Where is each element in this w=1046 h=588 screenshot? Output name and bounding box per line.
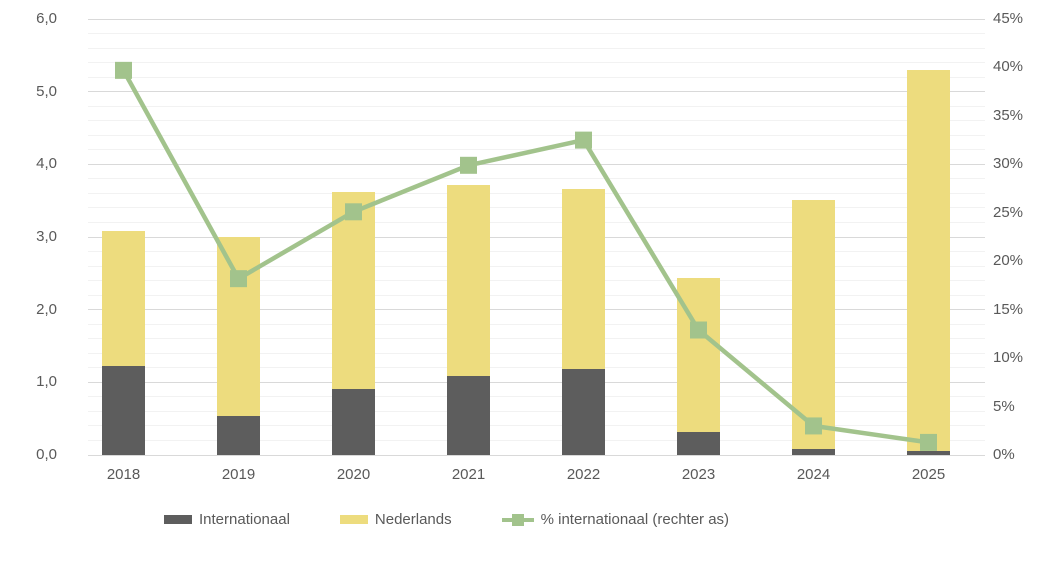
x-axis-label-2018: 2018 — [106, 466, 141, 483]
gridline-minor — [88, 62, 985, 64]
bar-internationaal-2018 — [102, 366, 145, 455]
gridline-major — [88, 163, 985, 165]
gridline-major — [88, 18, 985, 20]
legend-label-internationaal: Internationaal — [199, 511, 290, 528]
right-axis-tick: 0% — [993, 446, 1015, 463]
bar-nederlands-2022 — [562, 189, 605, 369]
right-axis-tick: 30% — [993, 155, 1024, 173]
x-axis-label-2020: 2020 — [336, 466, 371, 483]
gridline-minor — [88, 192, 985, 194]
bar-internationaal-2023 — [677, 431, 720, 455]
right-axis-tick: 35% — [993, 106, 1024, 124]
left-axis-tick: 5,0 — [36, 82, 57, 100]
x-axis-label-2022: 2022 — [566, 466, 601, 483]
bar-nederlands-2023 — [677, 277, 720, 432]
right-axis-tick: 40% — [993, 58, 1024, 76]
x-axis-label-2019: 2019 — [221, 466, 256, 483]
bar-internationaal-2025 — [907, 451, 950, 455]
left-axis-tick: 6,0 — [36, 10, 57, 27]
right-axis-tick: 15% — [993, 300, 1024, 318]
right-axis-tick: 45% — [993, 10, 1024, 27]
x-axis-label-2024: 2024 — [796, 466, 831, 483]
left-axis-tick: 1,0 — [36, 373, 57, 391]
gridline-major — [88, 454, 985, 456]
bar-nederlands-2025 — [907, 69, 950, 452]
bar-internationaal-2021 — [447, 375, 490, 455]
gridline-minor — [88, 134, 985, 136]
x-axis-label-2025: 2025 — [911, 466, 946, 483]
x-axis-label-2021: 2021 — [451, 466, 486, 483]
right-axis-tick: 25% — [993, 203, 1024, 221]
bar-internationaal-2024 — [792, 449, 835, 455]
x-axis-label-2023: 2023 — [681, 466, 716, 483]
legend-swatch-internationaal — [164, 515, 192, 524]
plot-area — [88, 18, 985, 456]
legend-label-nederlands: Nederlands — [374, 511, 452, 528]
bar-nederlands-2018 — [102, 231, 145, 367]
left-axis-tick: 2,0 — [36, 300, 57, 318]
right-axis-tick: 10% — [993, 349, 1024, 367]
bar-internationaal-2020 — [332, 388, 375, 455]
bar-nederlands-2021 — [447, 184, 490, 376]
gridline-minor — [88, 33, 985, 35]
right-axis-tick: 20% — [993, 252, 1024, 270]
gridline-minor — [88, 120, 985, 122]
legend-swatch-nederlands — [339, 515, 368, 524]
legend-item-pct-internationaal: % internationaal (rechter as) — [501, 511, 730, 528]
bar-internationaal-2022 — [562, 368, 605, 455]
bar-nederlands-2020 — [332, 191, 375, 389]
left-axis-tick: 4,0 — [36, 155, 57, 173]
bar-nederlands-2024 — [792, 199, 835, 450]
right-axis-tick: 5% — [993, 397, 1015, 415]
gridline-minor — [88, 47, 985, 49]
left-axis-tick: 0,0 — [36, 446, 57, 463]
gridline-minor — [88, 207, 985, 209]
bar-internationaal-2019 — [217, 415, 260, 455]
bar-nederlands-2019 — [217, 237, 260, 416]
gridline-minor — [88, 149, 985, 151]
gridline-minor — [88, 105, 985, 107]
left-axis-tick: 3,0 — [36, 228, 57, 245]
legend-item-internationaal: Internationaal — [164, 511, 290, 528]
legend: Internationaal Nederlands % internationa… — [164, 511, 729, 528]
gridline-minor — [88, 221, 985, 223]
legend-item-nederlands: Nederlands — [339, 511, 452, 528]
legend-label-pct-internationaal: % internationaal (rechter as) — [540, 511, 730, 528]
legend-swatch-line-marker — [501, 513, 534, 527]
gridline-minor — [88, 76, 985, 78]
gridline-minor — [88, 178, 985, 180]
gridline-major — [88, 91, 985, 93]
